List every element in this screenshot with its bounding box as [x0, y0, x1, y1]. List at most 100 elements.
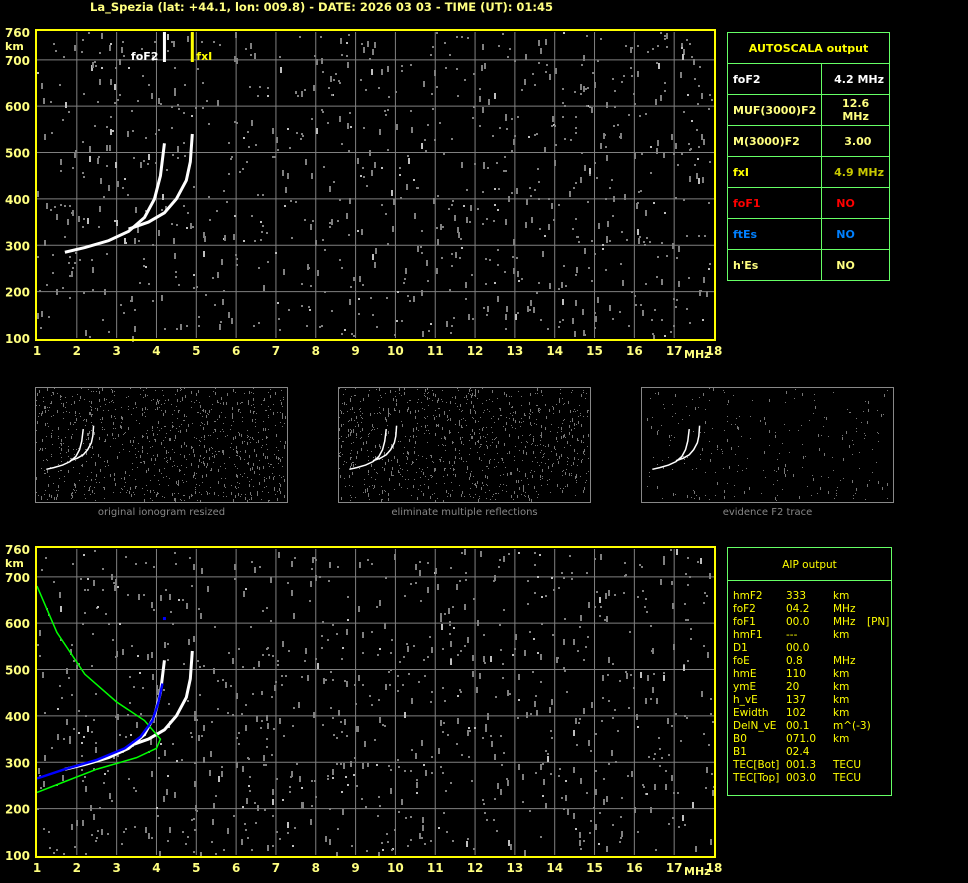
noise-dot [856, 418, 857, 419]
noise-dot [110, 116, 112, 118]
noise-dot [539, 228, 541, 230]
noise-dot [419, 833, 421, 839]
noise-dot [513, 268, 515, 274]
noise-dot [611, 750, 613, 756]
noise-dot [586, 480, 587, 481]
noise-dot [51, 132, 53, 134]
noise-dot [348, 429, 349, 432]
noise-dot [439, 459, 440, 460]
aip-header: AIP output [728, 548, 891, 581]
noise-dot [169, 438, 170, 441]
noise-dot [420, 600, 422, 602]
noise-dot [227, 712, 229, 714]
noise-dot [262, 225, 264, 227]
noise-dot [267, 845, 269, 851]
aip-cell: km [833, 590, 850, 602]
noise-dot [394, 334, 396, 336]
noise-dot [37, 256, 39, 258]
noise-dot [147, 163, 149, 165]
noise-dot [97, 158, 99, 164]
noise-dot [330, 76, 332, 82]
noise-dot [688, 277, 690, 279]
noise-dot [545, 404, 546, 405]
noise-dot [78, 732, 80, 734]
noise-dot [121, 422, 122, 423]
noise-dot [193, 636, 195, 642]
noise-dot [139, 423, 140, 424]
noise-dot [388, 414, 389, 417]
noise-dot [545, 71, 547, 73]
noise-dot [842, 437, 843, 440]
noise-dot [538, 198, 540, 200]
noise-dot [399, 410, 400, 413]
noise-dot [668, 457, 669, 458]
aip-cell: 110 [786, 668, 807, 680]
noise-dot [284, 423, 285, 424]
noise-dot [245, 704, 247, 706]
noise-dot [186, 459, 187, 460]
row-label: foF2 [726, 63, 823, 95]
noise-dot [102, 388, 103, 391]
noise-dot [617, 124, 619, 126]
noise-dot [492, 442, 493, 443]
noise-dot [225, 436, 226, 437]
noise-dot [558, 775, 560, 777]
noise-dot [709, 573, 711, 579]
noise-dot [506, 778, 508, 780]
noise-dot [248, 758, 250, 760]
noise-dot [202, 416, 203, 417]
noise-dot [563, 435, 564, 438]
noise-dot [221, 478, 222, 479]
noise-dot [435, 468, 436, 471]
noise-dot [89, 146, 91, 152]
noise-dot [437, 498, 438, 499]
noise-dot [532, 475, 533, 478]
noise-dot [775, 435, 776, 438]
noise-dot [671, 581, 673, 583]
noise-dot [413, 485, 414, 488]
noise-dot [310, 819, 312, 825]
noise-dot [191, 401, 192, 402]
noise-dot [483, 485, 484, 486]
noise-dot [582, 459, 583, 460]
noise-dot [368, 474, 369, 475]
noise-dot [439, 414, 440, 417]
noise-dot [274, 156, 276, 158]
noise-dot [315, 559, 317, 561]
noise-dot [238, 648, 240, 650]
noise-dot [642, 590, 644, 592]
noise-dot [552, 634, 554, 636]
noise-dot [538, 408, 539, 409]
noise-dot [537, 388, 538, 391]
aip-row: D1 00.0 [733, 642, 891, 655]
row-label: foF1 [726, 187, 823, 219]
noise-dot [125, 482, 126, 483]
noise-dot [63, 853, 65, 855]
noise-dot [236, 488, 237, 489]
noise-dot [424, 484, 425, 485]
noise-dot [161, 295, 163, 301]
noise-dot [127, 490, 128, 491]
noise-dot [567, 461, 568, 462]
noise-dot [329, 562, 331, 568]
noise-dot [272, 156, 274, 158]
noise-dot [309, 600, 311, 602]
noise-dot [349, 299, 351, 305]
noise-dot [133, 157, 135, 159]
noise-dot [738, 446, 739, 447]
noise-dot [591, 240, 593, 242]
noise-dot [583, 86, 585, 92]
noise-dot [266, 738, 268, 740]
noise-dot [120, 492, 121, 493]
noise-dot [88, 389, 89, 390]
noise-dot [276, 434, 277, 437]
noise-dot [89, 431, 90, 434]
noise-dot [576, 480, 577, 481]
noise-dot [261, 499, 262, 500]
noise-dot [572, 435, 573, 438]
noise-dot [606, 846, 608, 852]
noise-dot [496, 493, 497, 494]
aip-row: hmE 110 km [733, 668, 891, 681]
noise-dot [377, 815, 379, 817]
noise-dot [181, 424, 182, 425]
